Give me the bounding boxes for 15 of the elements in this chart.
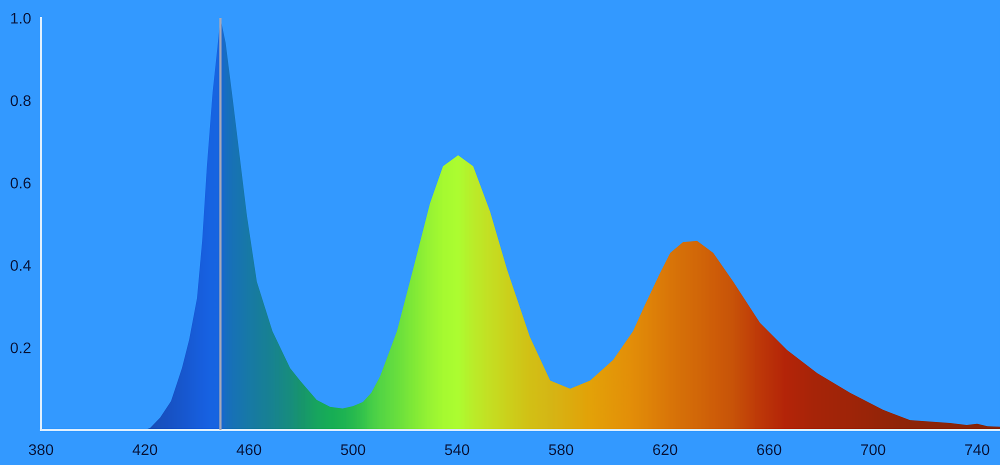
x-tick-label: 740 <box>965 444 990 456</box>
y-tick-label: 0.2 <box>10 342 31 354</box>
y-tick-label: 1.0 <box>11 12 31 24</box>
x-tick-label: 420 <box>132 444 158 456</box>
x-tick-label: 700 <box>861 444 886 456</box>
y-tick-label: 0.6 <box>10 178 31 188</box>
x-tick-label: 580 <box>548 444 574 456</box>
y-tick-label: 0.4 <box>10 260 31 271</box>
x-tick-label: 380 <box>28 444 54 456</box>
x-tick-label: 660 <box>757 444 782 456</box>
y-tick-label: 0.8 <box>10 95 31 106</box>
x-tick-label: 540 <box>444 444 470 456</box>
x-tick-label: 500 <box>340 444 366 456</box>
x-tick-label: 620 <box>653 444 678 456</box>
x-tick-label: 460 <box>236 444 262 456</box>
